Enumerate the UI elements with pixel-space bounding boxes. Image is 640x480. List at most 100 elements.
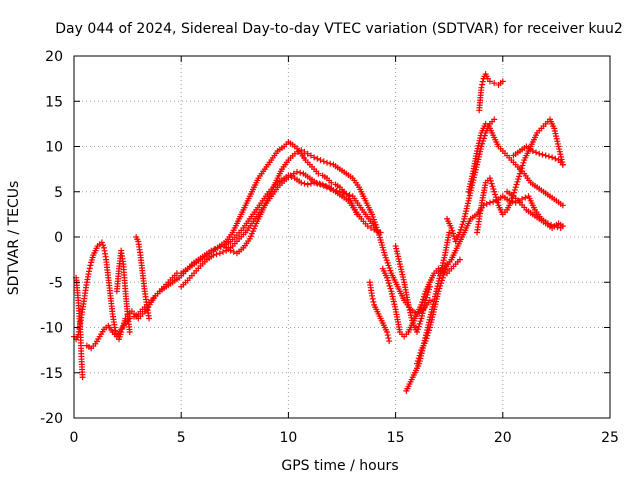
data-series-track-g xyxy=(133,234,153,322)
data-point xyxy=(384,329,391,336)
y-tick-label: 0 xyxy=(54,230,63,246)
y-tick-label: -20 xyxy=(40,411,63,427)
data-point xyxy=(438,280,445,287)
y-tick-label: 15 xyxy=(45,94,63,110)
data-point xyxy=(418,301,425,308)
chart-title: Day 044 of 2024, Sidereal Day-to-day VTE… xyxy=(55,21,623,37)
data-point xyxy=(516,173,523,180)
data-point xyxy=(478,143,485,150)
data-point xyxy=(230,248,237,255)
data-point xyxy=(419,299,426,306)
data-series-track-j xyxy=(392,243,433,336)
data-series-track-r xyxy=(510,143,566,168)
data-point xyxy=(208,247,215,254)
data-point xyxy=(486,199,493,206)
data-point xyxy=(422,338,429,345)
data-point xyxy=(319,181,326,188)
data-point xyxy=(385,280,392,287)
data-point xyxy=(438,277,445,284)
data-point xyxy=(369,295,376,302)
data-point xyxy=(304,150,311,157)
data-point xyxy=(479,81,486,88)
data-point xyxy=(424,291,431,298)
grid-layer xyxy=(74,56,610,418)
data-point xyxy=(483,200,490,207)
data-series-track-e xyxy=(73,274,86,381)
data-point xyxy=(514,178,521,185)
data-point xyxy=(417,318,424,325)
data-point xyxy=(311,154,318,161)
data-point xyxy=(542,152,549,159)
data-point xyxy=(545,153,552,160)
data-point xyxy=(126,329,133,336)
data-point xyxy=(301,148,308,155)
data-point xyxy=(519,162,526,169)
data-series-track-s xyxy=(504,188,566,231)
data-point xyxy=(214,244,221,251)
data-point xyxy=(327,160,334,167)
data-point xyxy=(227,247,234,254)
data-point xyxy=(426,283,433,290)
data-point xyxy=(425,329,432,336)
data-point xyxy=(515,176,522,183)
data-point xyxy=(298,179,305,186)
data-point xyxy=(493,196,500,203)
x-tick-label: 5 xyxy=(177,430,186,446)
data-point xyxy=(426,327,433,334)
data-point xyxy=(217,243,224,250)
data-point xyxy=(415,323,422,330)
data-point xyxy=(517,167,524,174)
data-series-track-o xyxy=(465,120,566,209)
data-point xyxy=(86,265,93,272)
data-point xyxy=(291,150,298,157)
y-axis-label: SDTVAR / TECUs xyxy=(6,181,22,296)
data-series-track-d xyxy=(221,147,433,317)
data-point xyxy=(385,335,392,342)
data-point xyxy=(98,239,105,246)
data-point xyxy=(320,158,327,165)
data-point xyxy=(457,226,464,233)
data-point xyxy=(86,268,93,275)
data-point xyxy=(439,274,446,281)
data-point xyxy=(448,224,455,231)
data-point xyxy=(559,202,566,209)
data-point xyxy=(99,242,106,249)
data-point xyxy=(346,191,353,198)
data-point xyxy=(364,223,371,230)
data-point xyxy=(492,194,499,201)
data-point xyxy=(304,181,311,188)
data-point xyxy=(490,198,497,205)
data-point xyxy=(458,224,465,231)
data-point xyxy=(323,159,330,166)
data-point xyxy=(387,285,394,292)
x-axis-label: GPS time / hours xyxy=(281,458,398,474)
data-point xyxy=(487,177,494,184)
data-series-track-m xyxy=(435,193,564,277)
data-point xyxy=(423,294,430,301)
data-point xyxy=(460,218,467,225)
data-point xyxy=(314,155,321,162)
data-point xyxy=(316,180,323,187)
data-point xyxy=(414,360,421,367)
data-point xyxy=(492,191,499,198)
data-point xyxy=(491,116,498,123)
data-point xyxy=(213,251,220,258)
y-tick-label: -10 xyxy=(40,321,63,337)
data-point xyxy=(491,188,498,195)
data-point xyxy=(425,289,432,296)
data-series-track-q xyxy=(476,71,506,114)
data-series-track-a xyxy=(71,138,361,343)
data-point xyxy=(559,223,566,230)
y-tick-label: 5 xyxy=(54,185,63,201)
data-series-track-h xyxy=(366,279,393,345)
data-point xyxy=(211,246,218,253)
data-point xyxy=(549,154,556,161)
data-point xyxy=(446,229,453,236)
ticks-layer: 0 5 10 15 20 25 -20 -15 -10 -5 0 5 10 15 20 xyxy=(40,49,619,446)
y-tick-label: -15 xyxy=(40,366,63,382)
data-point xyxy=(79,374,86,381)
data-point xyxy=(511,186,518,193)
data-point xyxy=(450,230,457,237)
data-point xyxy=(370,298,377,305)
data-point xyxy=(307,152,314,159)
